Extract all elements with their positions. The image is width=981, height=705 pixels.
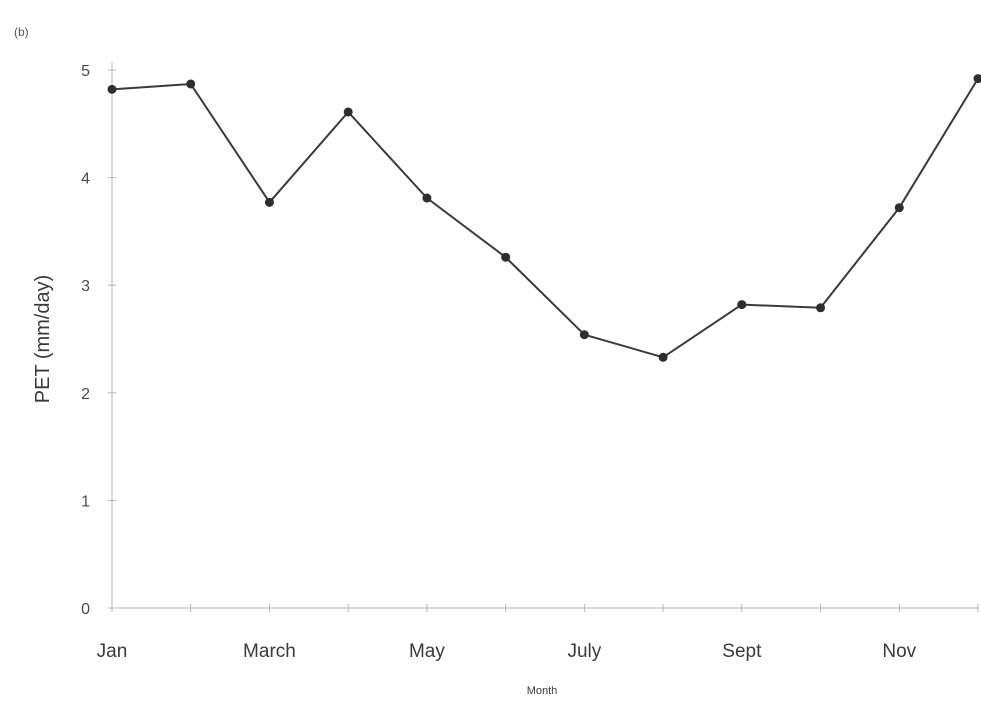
data-point	[580, 330, 589, 339]
y-tick-label: 0	[81, 601, 90, 618]
y-tick-label: 5	[81, 63, 90, 80]
series-line	[112, 79, 978, 358]
x-tick-label: May	[409, 641, 445, 662]
y-tick-label: 3	[81, 278, 90, 295]
x-tick-label: March	[243, 641, 296, 662]
series-layer	[108, 74, 981, 362]
y-axis-ticks: 0 1 2 3 4 5	[81, 63, 116, 618]
x-tick-label: July	[567, 641, 601, 662]
y-tick-label: 1	[81, 493, 90, 510]
y-axis-title: PET (mm/day)	[32, 275, 54, 404]
data-point	[501, 253, 510, 262]
data-point	[108, 85, 117, 94]
panel-label: (b)	[14, 25, 29, 39]
data-point	[344, 107, 353, 116]
x-tick-label: Nov	[882, 641, 916, 662]
plot-area: 0 1 2 3 4 5 Jan March May July Sept Nov	[81, 62, 981, 662]
x-tick-label: Jan	[97, 641, 128, 662]
y-tick-label: 2	[81, 386, 90, 403]
data-point	[265, 198, 274, 207]
data-point	[816, 303, 825, 312]
x-axis-title: Month	[527, 685, 558, 697]
data-point	[186, 79, 195, 88]
data-point	[895, 203, 904, 212]
data-point	[659, 353, 668, 362]
data-point	[422, 194, 431, 203]
x-tick-label: Sept	[722, 641, 762, 662]
y-tick-label: 4	[81, 171, 90, 188]
data-point	[737, 300, 746, 309]
data-point	[974, 74, 981, 83]
x-axis-ticks: Jan March May July Sept Nov	[97, 604, 978, 662]
